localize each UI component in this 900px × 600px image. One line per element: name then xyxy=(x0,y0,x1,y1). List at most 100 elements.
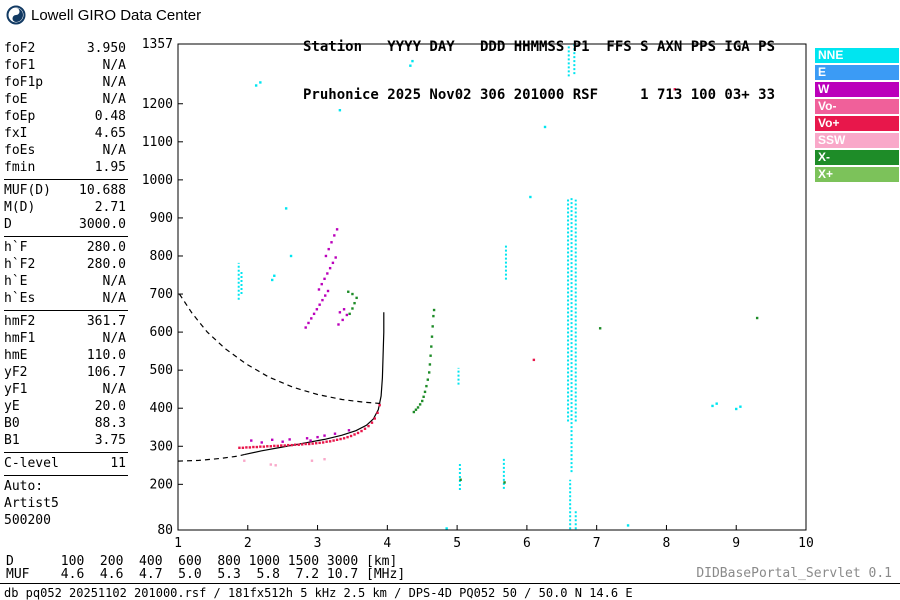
data-point xyxy=(294,443,297,446)
data-point xyxy=(353,301,356,305)
param-label: hmF2 xyxy=(4,314,36,329)
param-label: foE xyxy=(4,92,28,107)
data-point xyxy=(431,325,434,328)
data-point xyxy=(532,358,536,362)
data-point xyxy=(333,432,337,435)
data-point xyxy=(316,435,319,439)
data-point xyxy=(238,446,241,449)
param-label: MUF(D) xyxy=(4,183,51,198)
data-point xyxy=(342,437,346,440)
data-point xyxy=(326,272,329,275)
data-point xyxy=(307,442,311,446)
param-label: B0 xyxy=(4,416,20,431)
data-point xyxy=(284,207,288,210)
distance-muf-table: D 100 200 400 600 800 1000 1500 3000 [km… xyxy=(6,554,406,582)
data-point xyxy=(281,440,284,443)
data-point xyxy=(266,445,269,448)
param-label: B1 xyxy=(4,433,20,448)
data-point xyxy=(346,435,349,439)
x-tick-label: 6 xyxy=(523,536,531,551)
data-point xyxy=(310,317,313,320)
data-point xyxy=(429,354,432,357)
y-tick-label: 400 xyxy=(150,401,173,416)
param-row-fof1p: foF1p N/A xyxy=(4,74,126,91)
param-label: h`Es xyxy=(4,291,36,306)
data-point xyxy=(333,234,336,237)
legend-item-nne: NNE xyxy=(815,48,899,63)
profile-model-extension xyxy=(177,454,245,462)
param-value: 280.0 xyxy=(86,257,126,272)
data-point xyxy=(248,446,252,449)
data-point xyxy=(347,429,351,432)
data-point xyxy=(430,335,434,338)
param-value: N/A xyxy=(102,58,126,73)
data-point xyxy=(326,289,330,293)
param-value: 2.71 xyxy=(94,200,126,215)
station-header: Station YYYY DAY DDD HHMMSS P1 FFS S AXN… xyxy=(303,7,775,119)
data-point xyxy=(349,434,353,438)
data-point xyxy=(370,421,374,424)
data-point xyxy=(324,294,327,297)
data-point xyxy=(262,445,266,448)
y-tick-label: 500 xyxy=(150,363,173,378)
panel-separator xyxy=(4,236,128,237)
data-point xyxy=(323,434,326,437)
data-point xyxy=(339,437,342,441)
param-value: N/A xyxy=(102,382,126,397)
param-row-yf2: yF2 106.7 xyxy=(4,364,126,381)
data-point xyxy=(356,431,360,435)
y-tick-label: 200 xyxy=(150,477,173,492)
data-point xyxy=(334,256,337,259)
param-value: 0.48 xyxy=(94,109,126,124)
x-tick-label: 9 xyxy=(732,536,740,551)
echo-direction-legend: NNE E W Vo- Vo+ SSW X- X+ xyxy=(815,48,899,184)
data-point xyxy=(314,442,318,445)
param-label: fxI xyxy=(4,126,28,141)
data-point xyxy=(351,292,354,296)
data-point xyxy=(432,314,435,318)
param-value: N/A xyxy=(102,143,126,158)
param-label: C-level xyxy=(4,456,59,471)
y-tick-label: 1357 xyxy=(142,37,173,52)
legend-item-e: E xyxy=(815,65,899,80)
data-point xyxy=(323,277,326,281)
legend-item-ssw: SSW xyxy=(815,133,899,148)
param-value: N/A xyxy=(102,75,126,90)
data-point xyxy=(342,308,346,311)
data-point xyxy=(280,444,283,447)
data-point xyxy=(351,307,354,310)
data-point xyxy=(304,326,307,329)
param-row-b1: B1 3.75 xyxy=(4,432,126,449)
parameter-panel: foF2 3.950 foF1 N/A foF1p N/A foE N/A foEp 0.48 fx… xyxy=(4,40,128,529)
data-point xyxy=(287,443,290,447)
param-value: 20.0 xyxy=(94,399,126,414)
panel-separator xyxy=(4,452,128,453)
data-point xyxy=(421,399,424,403)
x-tick-label: 8 xyxy=(663,536,671,551)
data-point xyxy=(360,429,363,433)
data-point xyxy=(271,278,274,282)
param-label: yF2 xyxy=(4,365,28,380)
param-label: fmin xyxy=(4,160,36,175)
data-point xyxy=(274,464,277,467)
brand-title: Lowell GIRO Data Center xyxy=(31,6,202,24)
data-point xyxy=(376,411,379,414)
lowell-logo-icon xyxy=(6,5,26,25)
x-tick-label: 1 xyxy=(174,536,182,551)
footer-divider xyxy=(0,583,900,584)
x-tick-label: 7 xyxy=(593,536,601,551)
legend-item-vo: Vo+ xyxy=(815,116,899,131)
data-point xyxy=(273,444,276,448)
param-value: 3.75 xyxy=(94,433,126,448)
data-point xyxy=(598,327,602,330)
y-tick-label: 800 xyxy=(150,249,173,264)
data-point xyxy=(325,440,328,443)
data-point xyxy=(341,318,344,322)
data-point xyxy=(409,64,412,67)
data-point xyxy=(283,444,286,447)
data-point xyxy=(426,378,430,381)
param-row-foep: foEp 0.48 xyxy=(4,108,126,125)
auto-scaler-line: Auto: xyxy=(4,479,44,494)
data-point xyxy=(418,403,422,406)
